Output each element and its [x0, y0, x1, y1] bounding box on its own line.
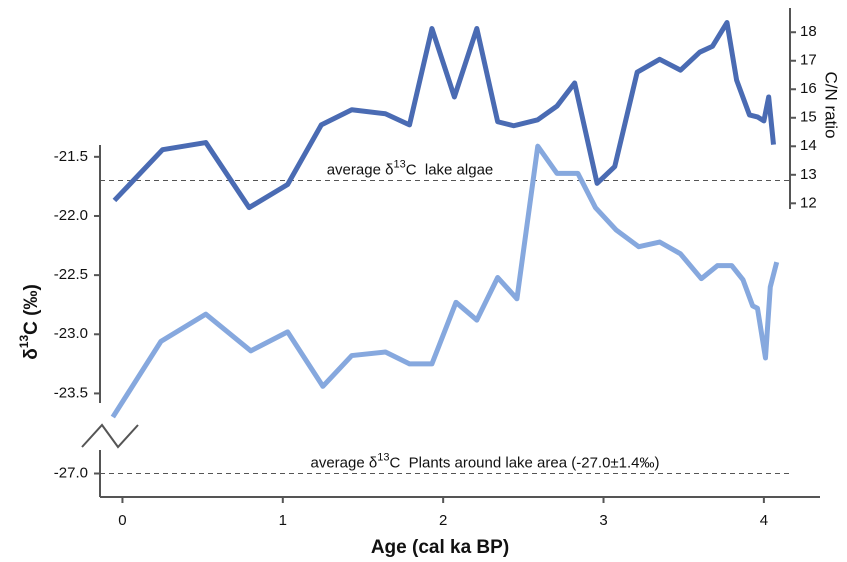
y2-tick-label: 14	[800, 137, 817, 154]
reference-label: average δ13C Plants around lake area (-2…	[310, 451, 659, 471]
reference-label-part: C Plants around lake area (-27.0±1.4‰)	[389, 454, 659, 471]
x-tick-label: 2	[439, 512, 447, 529]
y2-tick-label: 13	[800, 166, 817, 183]
x-tick-label: 3	[599, 512, 607, 529]
y-axis-title: δ13C (‰)	[17, 284, 42, 360]
y-axis-title-part: δ	[21, 348, 42, 360]
y-tick-label: -23.5	[54, 384, 88, 401]
reference-label-part: C lake algae	[406, 161, 494, 178]
reference-label-sup: 13	[393, 158, 405, 170]
y2-tick-label: 15	[800, 109, 817, 126]
y-tick-label: -23.0	[54, 325, 88, 342]
reference-label-part: average δ	[310, 454, 377, 471]
y2-tick-label: 18	[800, 23, 817, 40]
y-tick-label: -27.0	[54, 464, 88, 481]
y-tick-label: -22.5	[54, 266, 88, 283]
data-line	[112, 20, 776, 211]
x-tick-label: 1	[279, 512, 287, 529]
reference-label: average δ13C lake algae	[327, 158, 494, 178]
y2-tick-label: 12	[800, 194, 817, 211]
data-line	[110, 143, 780, 419]
x-tick-label: 0	[118, 512, 126, 529]
x-tick-label: 4	[760, 512, 768, 529]
y2-axis-title: C/N ratio	[822, 71, 841, 138]
y2-tick-label: 16	[800, 80, 817, 97]
y-axis-title-part: C (‰)	[21, 284, 42, 335]
reference-label-sup: 13	[377, 451, 389, 463]
axis-break	[81, 423, 139, 449]
y-axis-title-sup: 13	[17, 335, 31, 349]
x-axis-title: Age (cal ka BP)	[371, 537, 509, 558]
y2-tick-label: 17	[800, 52, 817, 69]
reference-label-part: average δ	[327, 161, 394, 178]
y-tick-label: -22.0	[54, 207, 88, 224]
y-tick-label: -21.5	[54, 148, 88, 165]
